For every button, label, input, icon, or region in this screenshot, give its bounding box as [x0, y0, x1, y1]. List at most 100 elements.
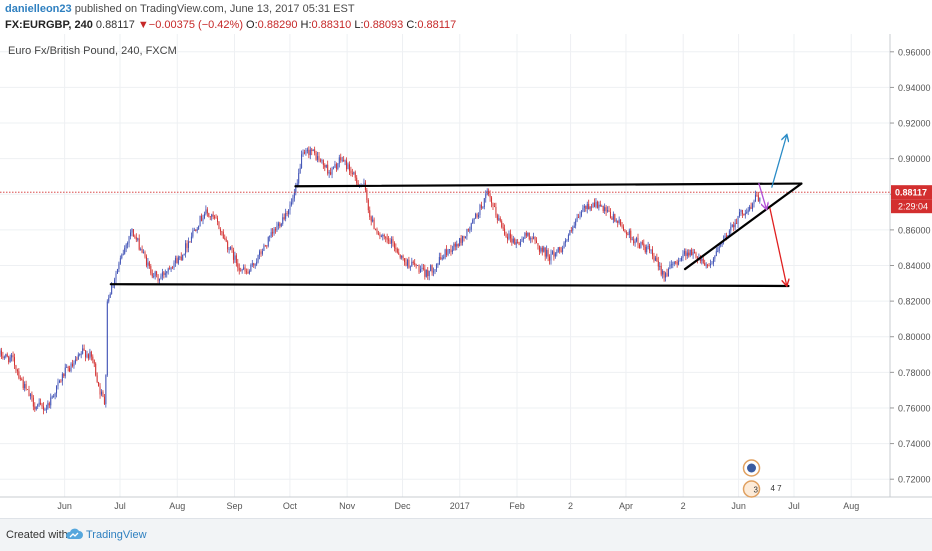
candle-body	[692, 252, 694, 256]
candle-body	[57, 382, 59, 387]
candle-body	[156, 271, 158, 275]
candle-body	[749, 206, 751, 211]
candle-body	[422, 267, 424, 269]
candle-body	[638, 244, 640, 248]
candle-body	[319, 160, 321, 162]
candle-body	[170, 267, 172, 270]
candle-body	[596, 201, 598, 208]
candle-body	[623, 226, 624, 231]
candle-body	[579, 215, 581, 218]
candle-body	[428, 270, 430, 277]
breakout-arrow-up	[771, 136, 787, 188]
candle-body	[138, 238, 140, 250]
y-tick-label: 0.72000	[898, 475, 931, 485]
candle-body	[652, 249, 653, 256]
candle-body	[283, 217, 285, 219]
candle-body	[238, 267, 240, 271]
candle-body	[657, 260, 659, 267]
candle-body	[656, 257, 658, 261]
candle-body	[486, 190, 488, 195]
candle-body	[756, 194, 758, 196]
candle-body	[375, 229, 377, 230]
candle-body	[109, 294, 111, 298]
candle-body	[414, 262, 416, 265]
candle-body	[438, 257, 440, 265]
candle-body	[533, 236, 535, 239]
candle-body	[341, 159, 343, 161]
candle-body	[488, 190, 490, 195]
chart-area[interactable]: 0.72000 0.74000 0.76000 0.78000 0.80000 0.820…	[0, 34, 932, 516]
candle-body	[305, 150, 307, 154]
candle-body	[430, 265, 432, 271]
candle-body	[383, 235, 385, 237]
candle-body	[463, 235, 465, 238]
candle-body	[93, 359, 95, 364]
candle-body	[163, 272, 165, 275]
candle-body	[682, 254, 684, 258]
candle-body	[173, 262, 175, 268]
candle-body	[9, 357, 11, 363]
candle-body	[244, 267, 246, 272]
candle-body	[190, 236, 192, 242]
y-tick-label: 0.84000	[898, 261, 931, 271]
candle-body	[520, 241, 522, 245]
candle-body	[408, 259, 410, 268]
candle-body	[437, 264, 439, 265]
close-label: C:	[406, 19, 418, 31]
candle-body	[5, 354, 7, 357]
candle-body	[72, 363, 73, 367]
candle-body	[514, 238, 516, 245]
candle-body	[669, 264, 671, 270]
candle-body	[615, 220, 617, 222]
candle-body	[203, 213, 205, 219]
candle-body	[344, 160, 346, 162]
candle-body	[544, 247, 546, 257]
candle-body	[395, 247, 397, 249]
candle-body	[476, 213, 478, 217]
candle-body	[747, 210, 749, 212]
candle-body	[575, 220, 577, 226]
candle-body	[646, 246, 648, 253]
candle-body	[549, 256, 551, 261]
close-value: 0.88117	[417, 19, 457, 31]
candle-body	[728, 230, 730, 236]
tradingview-brand-link[interactable]: TradingView	[86, 529, 147, 541]
candle-body	[85, 350, 87, 358]
candle-body	[44, 409, 46, 410]
candle-body	[530, 238, 532, 240]
candle-body	[83, 348, 85, 351]
candle-body	[3, 356, 5, 358]
candle-body	[569, 230, 571, 236]
candle-body	[354, 172, 356, 178]
candle-body	[599, 204, 601, 207]
y-tick-label: 0.86000	[898, 225, 931, 235]
candle-body	[493, 206, 495, 207]
candle-body	[169, 268, 171, 270]
candle-body	[188, 241, 189, 248]
events-layer[interactable]: 3 4 7	[742, 459, 783, 498]
x-tick-label: Sep	[226, 501, 242, 511]
candle-body	[328, 172, 330, 174]
candle-body	[251, 263, 253, 265]
candle-body	[338, 157, 340, 164]
candle-body	[128, 236, 130, 244]
price-axis[interactable]: 0.72000 0.74000 0.76000 0.78000 0.80000 0.820…	[890, 47, 931, 485]
event-count-label: 3	[754, 486, 759, 495]
event-badge-icon	[742, 480, 761, 498]
candle-body	[143, 252, 145, 253]
x-tick-label: 2017	[450, 501, 470, 511]
time-axis[interactable]: Jun Jul Aug Sep Oct Nov Dec 2017 Feb 2 Apr 2 Jun Jul A…	[57, 501, 859, 511]
candle-body	[301, 154, 303, 168]
publish-line: danielleon23 published on TradingView.co…	[5, 3, 355, 15]
author-link[interactable]: danielleon23	[5, 3, 72, 15]
candle-body	[350, 170, 352, 174]
candle-body	[524, 233, 526, 239]
price-chart[interactable]: 0.72000 0.74000 0.76000 0.78000 0.80000 0.820…	[0, 34, 932, 516]
candle-body	[650, 249, 652, 251]
candle-body	[232, 250, 234, 260]
candle-body	[11, 355, 13, 358]
candle-body	[467, 229, 469, 231]
tradingview-cloud-icon[interactable]	[64, 527, 84, 546]
candle-body	[643, 243, 645, 247]
candle-body	[330, 172, 332, 175]
